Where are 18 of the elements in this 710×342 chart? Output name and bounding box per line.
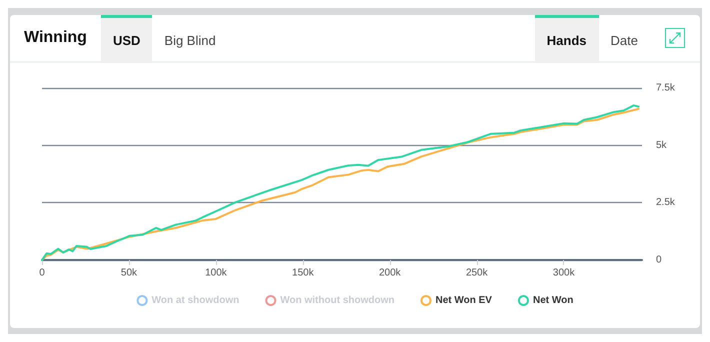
x-tick-label: 100k (205, 268, 228, 278)
text: Big Blind (163, 32, 217, 50)
text: Date (610, 32, 639, 50)
x-tick-label: 150k (292, 268, 315, 278)
legend-label: Net Won (532, 295, 574, 306)
y-tick-label: 7.5k (656, 82, 676, 94)
text: Hands (534, 15, 599, 63)
legend-label: Net Won EV (435, 295, 492, 306)
chart-title: Winning (23, 28, 88, 48)
x-tick-label: 200k (378, 268, 402, 278)
y-tick-label: 0 (656, 254, 662, 266)
x-tick-label: 0 (39, 268, 46, 278)
x-tick-label: 250k (466, 268, 489, 278)
y-tick-label: 2.5k (656, 197, 676, 208)
x-tick-label: 50k (120, 268, 138, 278)
y-tick-label: 5k (656, 140, 668, 151)
text: USD (100, 15, 152, 63)
x-tick-label: 300k (552, 268, 576, 278)
